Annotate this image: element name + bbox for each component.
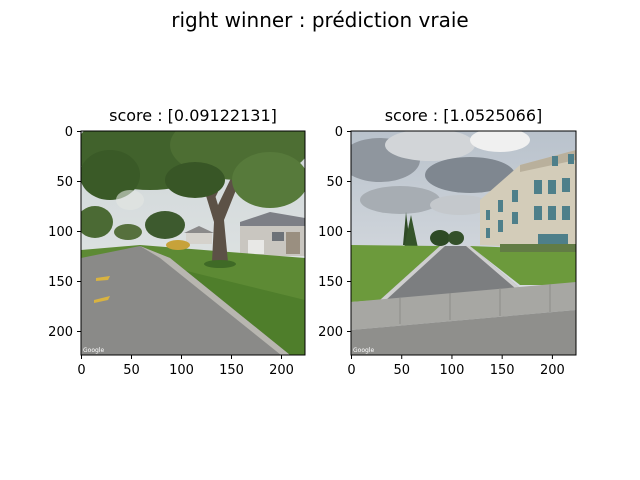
left-y-tick-label: 50 bbox=[56, 175, 73, 190]
right-x-tick-label: 100 bbox=[440, 363, 465, 378]
left-x-tick-label: 100 bbox=[169, 363, 194, 378]
left-y-tick-label: 0 bbox=[65, 125, 73, 140]
right-street-image: Google bbox=[351, 131, 576, 355]
figure-suptitle: right winner : prédiction vraie bbox=[171, 8, 469, 32]
left-y-tick-label: 200 bbox=[48, 325, 73, 340]
left-street-image: Google bbox=[81, 131, 305, 355]
right-x-tick-label: 50 bbox=[393, 363, 410, 378]
right-axes-frame bbox=[350, 130, 577, 356]
left-panel-title: score : [0.09122131] bbox=[109, 106, 277, 125]
right-y-tick-label: 0 bbox=[335, 125, 343, 140]
right-y-tick-label: 200 bbox=[318, 325, 343, 340]
left-x-tick-label: 150 bbox=[219, 363, 244, 378]
right-panel-title: score : [1.0525066] bbox=[384, 106, 543, 125]
left-axes-frame bbox=[80, 130, 306, 356]
right-watermark: Google bbox=[353, 347, 374, 354]
right-y-tick-label: 50 bbox=[326, 175, 343, 190]
left-watermark: Google bbox=[83, 347, 104, 354]
left-x-tick-label: 200 bbox=[269, 363, 294, 378]
right-y-tick-label: 150 bbox=[318, 275, 343, 290]
right-y-tick-label: 100 bbox=[318, 225, 343, 240]
right-x-tick-label: 0 bbox=[347, 363, 355, 378]
left-x-tick-label: 50 bbox=[123, 363, 140, 378]
right-x-tick-label: 150 bbox=[490, 363, 515, 378]
left-y-tick-label: 150 bbox=[48, 275, 73, 290]
left-x-tick-label: 0 bbox=[77, 363, 85, 378]
left-y-tick-label: 100 bbox=[48, 225, 73, 240]
right-x-tick-label: 200 bbox=[540, 363, 565, 378]
